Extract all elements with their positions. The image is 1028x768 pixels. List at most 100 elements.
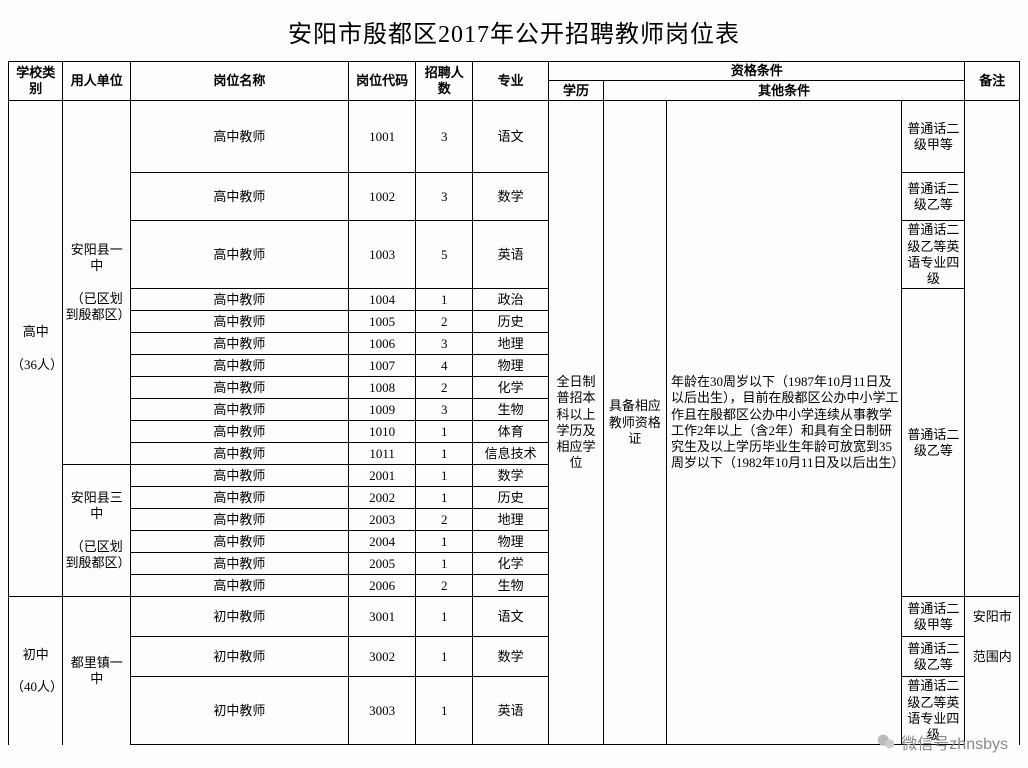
cat2-count: （40人）	[11, 679, 60, 695]
cell-qita-cert: 具备相应教师资格证	[603, 101, 666, 745]
cell-num: 2	[416, 509, 473, 531]
cell-pos: 初中教师	[131, 677, 349, 745]
cell-pos: 高中教师	[131, 443, 349, 465]
th-zigetiaojian: 资格条件	[549, 62, 965, 81]
cell-code: 1004	[348, 289, 416, 311]
cell-subj: 语文	[473, 597, 549, 637]
cell-pth: 普通话二级乙等英语专业四级	[902, 221, 965, 289]
cell-beizhu: 安阳市	[965, 597, 1020, 637]
cell-pos: 高中教师	[131, 289, 349, 311]
cell-code: 2003	[348, 509, 416, 531]
cell-beizhu: 范围内	[965, 637, 1020, 677]
cell-pos: 高中教师	[131, 173, 349, 221]
cell-subj: 政治	[473, 289, 549, 311]
cell-pth: 普通话二级甲等	[902, 101, 965, 173]
cell-num: 1	[416, 421, 473, 443]
cell-code: 1005	[348, 311, 416, 333]
th-zhaopinrenshu: 招聘人数	[416, 62, 473, 101]
th-qitatiaojian: 其他条件	[603, 81, 965, 101]
cell-code: 1002	[348, 173, 416, 221]
cell-pos: 高中教师	[131, 553, 349, 575]
cell-pos: 高中教师	[131, 399, 349, 421]
cell-code: 3002	[348, 637, 416, 677]
cell-code: 1010	[348, 421, 416, 443]
th-gangweimingcheng: 岗位名称	[131, 62, 349, 101]
cell-num: 1	[416, 553, 473, 575]
cell-subj: 化学	[473, 377, 549, 399]
cat2-name: 初中	[11, 647, 60, 663]
cell-pos: 高中教师	[131, 355, 349, 377]
cell-subj: 历史	[473, 311, 549, 333]
cell-pos: 高中教师	[131, 487, 349, 509]
cell-num: 3	[416, 101, 473, 173]
cell-subj: 数学	[473, 465, 549, 487]
cell-num: 1	[416, 487, 473, 509]
cell-subj: 英语	[473, 221, 549, 289]
cell-pth: 普通话二级乙等	[902, 637, 965, 677]
recruitment-table: 学校类别 用人单位 岗位名称 岗位代码 招聘人数 专业 资格条件 备注 学历 其…	[8, 61, 1020, 745]
cell-num: 4	[416, 355, 473, 377]
wechat-icon	[875, 731, 897, 753]
cell-unit1: 安阳县一中 （已区划到殷都区）	[63, 101, 131, 465]
cell-num: 1	[416, 637, 473, 677]
cat1-name: 高中	[11, 324, 60, 340]
cell-pos: 高中教师	[131, 377, 349, 399]
cell-pos: 初中教师	[131, 637, 349, 677]
cell-unit2: 安阳县三中 （已区划到殷都区）	[63, 465, 131, 597]
cell-num: 1	[416, 677, 473, 745]
cell-subj: 生物	[473, 399, 549, 421]
cell-code: 2006	[348, 575, 416, 597]
cell-subj: 英语	[473, 677, 549, 745]
cell-category-gaozhong: 高中 （36人）	[9, 101, 63, 597]
cell-subj: 地理	[473, 509, 549, 531]
cell-num: 3	[416, 333, 473, 355]
cell-qita-age: 年龄在30周岁以下（1987年10月11日及以后出生），目前在殷都区公办中小学工…	[666, 101, 901, 745]
cell-code: 1003	[348, 221, 416, 289]
cell-num: 1	[416, 289, 473, 311]
th-xuexiaoleibie: 学校类别	[9, 62, 63, 101]
cell-pth-merged: 普通话二级乙等	[902, 289, 965, 597]
cell-pos: 高中教师	[131, 311, 349, 333]
cell-subj: 化学	[473, 553, 549, 575]
cell-code: 1009	[348, 399, 416, 421]
cell-pos: 高中教师	[131, 333, 349, 355]
cell-subj: 信息技术	[473, 443, 549, 465]
th-xueli: 学历	[549, 81, 603, 101]
cell-num: 1	[416, 531, 473, 553]
cell-xueli-text: 全日制普招本科以上学历及相应学位	[549, 101, 603, 745]
cell-subj: 数学	[473, 637, 549, 677]
cell-num: 1	[416, 465, 473, 487]
cell-subj: 历史	[473, 487, 549, 509]
cell-code: 1007	[348, 355, 416, 377]
cell-code: 1006	[348, 333, 416, 355]
cell-pos: 高中教师	[131, 465, 349, 487]
cell-num: 2	[416, 311, 473, 333]
cell-num: 3	[416, 173, 473, 221]
th-yongrendanwei: 用人单位	[63, 62, 131, 101]
cell-beizhu-empty	[965, 101, 1020, 597]
cell-subj: 体育	[473, 421, 549, 443]
cell-pos: 高中教师	[131, 421, 349, 443]
page-title: 安阳市殷都区2017年公开招聘教师岗位表	[8, 8, 1020, 61]
cell-num: 2	[416, 575, 473, 597]
cell-unit3: 都里镇一中	[63, 597, 131, 745]
cell-pos: 高中教师	[131, 221, 349, 289]
cell-pth: 普通话二级乙等	[902, 173, 965, 221]
cat1-count: （36人）	[11, 357, 60, 373]
cell-code: 1008	[348, 377, 416, 399]
cell-pos: 高中教师	[131, 101, 349, 173]
cell-num: 3	[416, 399, 473, 421]
th-zhuanye: 专业	[473, 62, 549, 101]
cell-num: 2	[416, 377, 473, 399]
cell-subj: 地理	[473, 333, 549, 355]
cell-code: 2005	[348, 553, 416, 575]
th-beizhu: 备注	[965, 62, 1020, 101]
cell-code: 3003	[348, 677, 416, 745]
cell-num: 1	[416, 443, 473, 465]
cell-pos: 高中教师	[131, 575, 349, 597]
cell-code: 2002	[348, 487, 416, 509]
th-gangweidaima: 岗位代码	[348, 62, 416, 101]
cell-subj: 生物	[473, 575, 549, 597]
watermark-text: 微信号zhnsbys	[901, 730, 1008, 754]
watermark: 微信号zhnsbys	[875, 730, 1008, 754]
